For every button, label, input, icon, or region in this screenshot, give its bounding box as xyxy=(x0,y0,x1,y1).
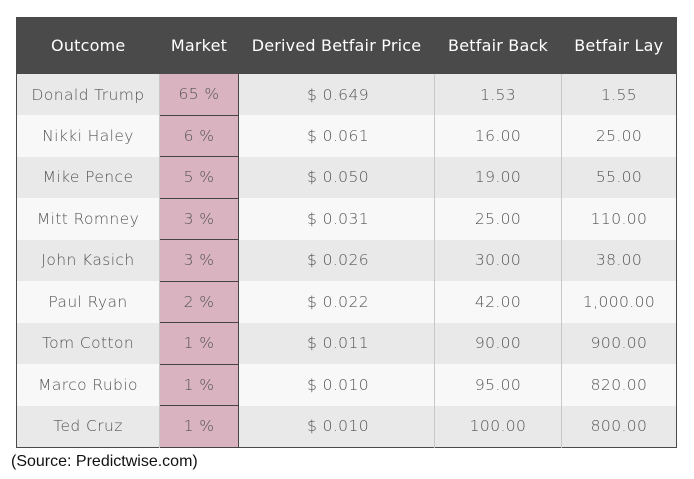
table-row: Ted Cruz 1 % $ 0.010 100.00 800.00 xyxy=(16,405,677,448)
header-outcome: Outcome xyxy=(16,17,160,74)
cell-derived-price: $ 0.061 xyxy=(238,115,435,157)
table-row: Tom Cotton 1 % $ 0.011 90.00 900.00 xyxy=(16,322,677,365)
cell-outcome: Mitt Romney xyxy=(16,198,160,240)
header-derived-betfair-price: Derived Betfair Price xyxy=(238,17,435,74)
cell-market: 1 % xyxy=(159,322,239,365)
cell-betfair-back: 30.00 xyxy=(434,239,562,281)
cell-betfair-lay: 1.55 xyxy=(561,74,677,115)
cell-outcome: Donald Trump xyxy=(16,74,160,115)
cell-betfair-lay: 1,000.00 xyxy=(561,281,677,323)
cell-market: 3 % xyxy=(159,239,239,282)
table-row: Paul Ryan 2 % $ 0.022 42.00 1,000.00 xyxy=(16,281,677,323)
cell-market: 2 % xyxy=(159,281,239,323)
cell-outcome: Mike Pence xyxy=(16,156,160,198)
cell-market: 1 % xyxy=(159,364,239,406)
cell-betfair-back: 25.00 xyxy=(434,198,562,240)
odds-table: Outcome Market Derived Betfair Price Bet… xyxy=(16,17,677,448)
cell-betfair-back: 42.00 xyxy=(434,281,562,323)
cell-betfair-lay: 800.00 xyxy=(561,405,677,447)
table-row: John Kasich 3 % $ 0.026 30.00 38.00 xyxy=(16,239,677,282)
source-caption: (Source: Predictwise.com) xyxy=(11,453,198,470)
cell-market: 3 % xyxy=(159,198,239,240)
table-header: Outcome Market Derived Betfair Price Bet… xyxy=(16,17,677,74)
cell-betfair-back: 19.00 xyxy=(434,156,562,198)
cell-betfair-lay: 110.00 xyxy=(561,198,677,240)
cell-betfair-lay: 55.00 xyxy=(561,156,677,198)
cell-outcome: Nikki Haley xyxy=(16,115,160,157)
cell-market: 65 % xyxy=(159,74,239,116)
cell-derived-price: $ 0.011 xyxy=(238,322,435,364)
table-row: Donald Trump 65 % $ 0.649 1.53 1.55 xyxy=(16,74,677,116)
cell-outcome: Paul Ryan xyxy=(16,281,160,323)
cell-outcome: John Kasich xyxy=(16,239,160,281)
table-row: Mitt Romney 3 % $ 0.031 25.00 110.00 xyxy=(16,198,677,240)
header-row: Outcome Market Derived Betfair Price Bet… xyxy=(16,17,677,74)
cell-betfair-lay: 820.00 xyxy=(561,364,677,406)
cell-derived-price: $ 0.010 xyxy=(238,405,435,447)
header-market: Market xyxy=(159,17,239,74)
table-row: Mike Pence 5 % $ 0.050 19.00 55.00 xyxy=(16,156,677,199)
table-row: Marco Rubio 1 % $ 0.010 95.00 820.00 xyxy=(16,364,677,406)
header-betfair-back: Betfair Back xyxy=(434,17,562,74)
cell-betfair-back: 90.00 xyxy=(434,322,562,364)
cell-derived-price: $ 0.022 xyxy=(238,281,435,323)
cell-market: 6 % xyxy=(159,115,239,157)
odds-table-container: Outcome Market Derived Betfair Price Bet… xyxy=(16,17,677,448)
cell-betfair-back: 95.00 xyxy=(434,364,562,406)
table-body: Donald Trump 65 % $ 0.649 1.53 1.55 Nikki Hal… xyxy=(16,74,677,448)
cell-betfair-back: 16.00 xyxy=(434,115,562,157)
header-betfair-lay: Betfair Lay xyxy=(561,17,677,74)
cell-betfair-lay: 38.00 xyxy=(561,239,677,281)
cell-betfair-back: 1.53 xyxy=(434,74,562,115)
cell-outcome: Ted Cruz xyxy=(16,405,160,447)
cell-derived-price: $ 0.031 xyxy=(238,198,435,240)
cell-betfair-lay: 25.00 xyxy=(561,115,677,157)
cell-derived-price: $ 0.026 xyxy=(238,239,435,281)
cell-derived-price: $ 0.050 xyxy=(238,156,435,198)
table-row: Nikki Haley 6 % $ 0.061 16.00 25.00 xyxy=(16,115,677,157)
cell-outcome: Tom Cotton xyxy=(16,322,160,364)
cell-derived-price: $ 0.010 xyxy=(238,364,435,406)
cell-market: 1 % xyxy=(159,405,239,448)
cell-betfair-lay: 900.00 xyxy=(561,322,677,364)
cell-betfair-back: 100.00 xyxy=(434,405,562,447)
cell-market: 5 % xyxy=(159,156,239,199)
cell-derived-price: $ 0.649 xyxy=(238,74,435,115)
cell-outcome: Marco Rubio xyxy=(16,364,160,406)
